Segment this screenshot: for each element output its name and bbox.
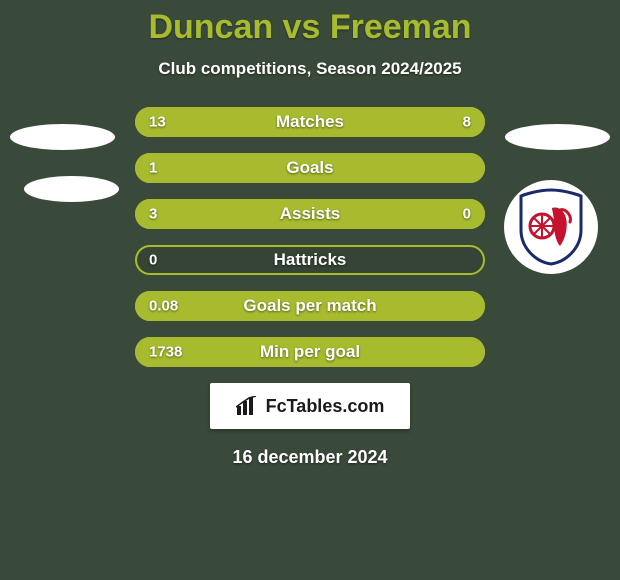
page-title: Duncan vs Freeman <box>0 8 620 47</box>
stat-label: Goals <box>135 158 485 178</box>
stat-row: 1738Min per goal <box>135 337 485 367</box>
content: Duncan vs Freeman Club competitions, Sea… <box>0 0 620 580</box>
stat-row: 0Hattricks <box>135 245 485 275</box>
stat-label: Goals per match <box>135 296 485 316</box>
stat-label: Min per goal <box>135 342 485 362</box>
stat-label: Assists <box>135 204 485 224</box>
stat-row: 1Goals <box>135 153 485 183</box>
stat-row: 30Assists <box>135 199 485 229</box>
right-club-badge <box>504 180 598 274</box>
branding-text: FcTables.com <box>266 396 385 417</box>
stat-label: Hattricks <box>135 250 485 270</box>
left-logo-placeholder-2 <box>24 176 119 202</box>
bar-chart-icon <box>236 396 260 416</box>
stat-row: 138Matches <box>135 107 485 137</box>
left-logo-placeholder-1 <box>10 124 115 150</box>
branding-panel: FcTables.com <box>210 383 410 429</box>
subtitle: Club competitions, Season 2024/2025 <box>0 59 620 79</box>
shield-icon <box>516 188 586 266</box>
date-text: 16 december 2024 <box>0 447 620 468</box>
right-logo-placeholder <box>505 124 610 150</box>
stat-label: Matches <box>135 112 485 132</box>
stat-row: 0.08Goals per match <box>135 291 485 321</box>
